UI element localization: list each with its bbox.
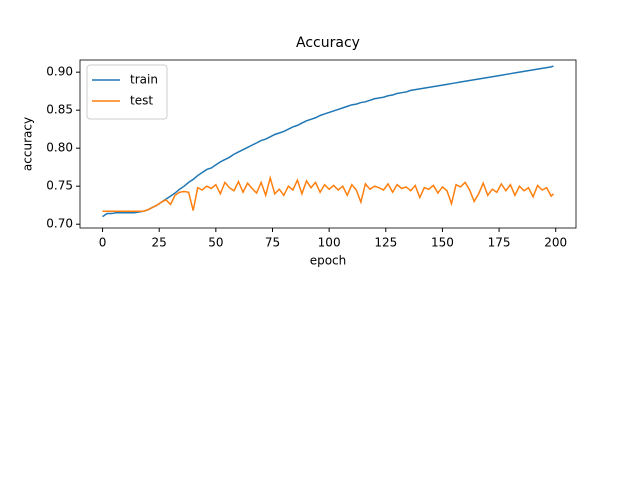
x-tick-label: 150 xyxy=(431,236,454,250)
y-tick-label: 0.80 xyxy=(46,141,73,155)
x-tick-label: 50 xyxy=(208,236,223,250)
x-tick-label: 25 xyxy=(152,236,167,250)
chart-title: Accuracy xyxy=(296,35,360,51)
x-tick-label: 75 xyxy=(265,236,280,250)
legend-box xyxy=(86,64,168,120)
legend-label: test xyxy=(130,94,153,108)
y-axis-label: accuracy xyxy=(21,117,35,171)
x-axis-label: epoch xyxy=(310,254,347,268)
legend-label: train xyxy=(130,73,158,87)
y-tick-label: 0.90 xyxy=(46,65,73,79)
y-tick-label: 0.85 xyxy=(46,103,73,117)
x-tick-label: 200 xyxy=(544,236,567,250)
x-tick-label: 0 xyxy=(99,236,107,250)
y-tick-label: 0.75 xyxy=(46,179,73,193)
plot-frame xyxy=(79,59,577,229)
line-series xyxy=(102,65,554,218)
x-tick-label: 125 xyxy=(374,236,397,250)
x-tick-label: 100 xyxy=(318,236,341,250)
line-series xyxy=(102,174,554,213)
x-tick-label: 175 xyxy=(488,236,511,250)
y-tick-label: 0.70 xyxy=(46,217,73,231)
